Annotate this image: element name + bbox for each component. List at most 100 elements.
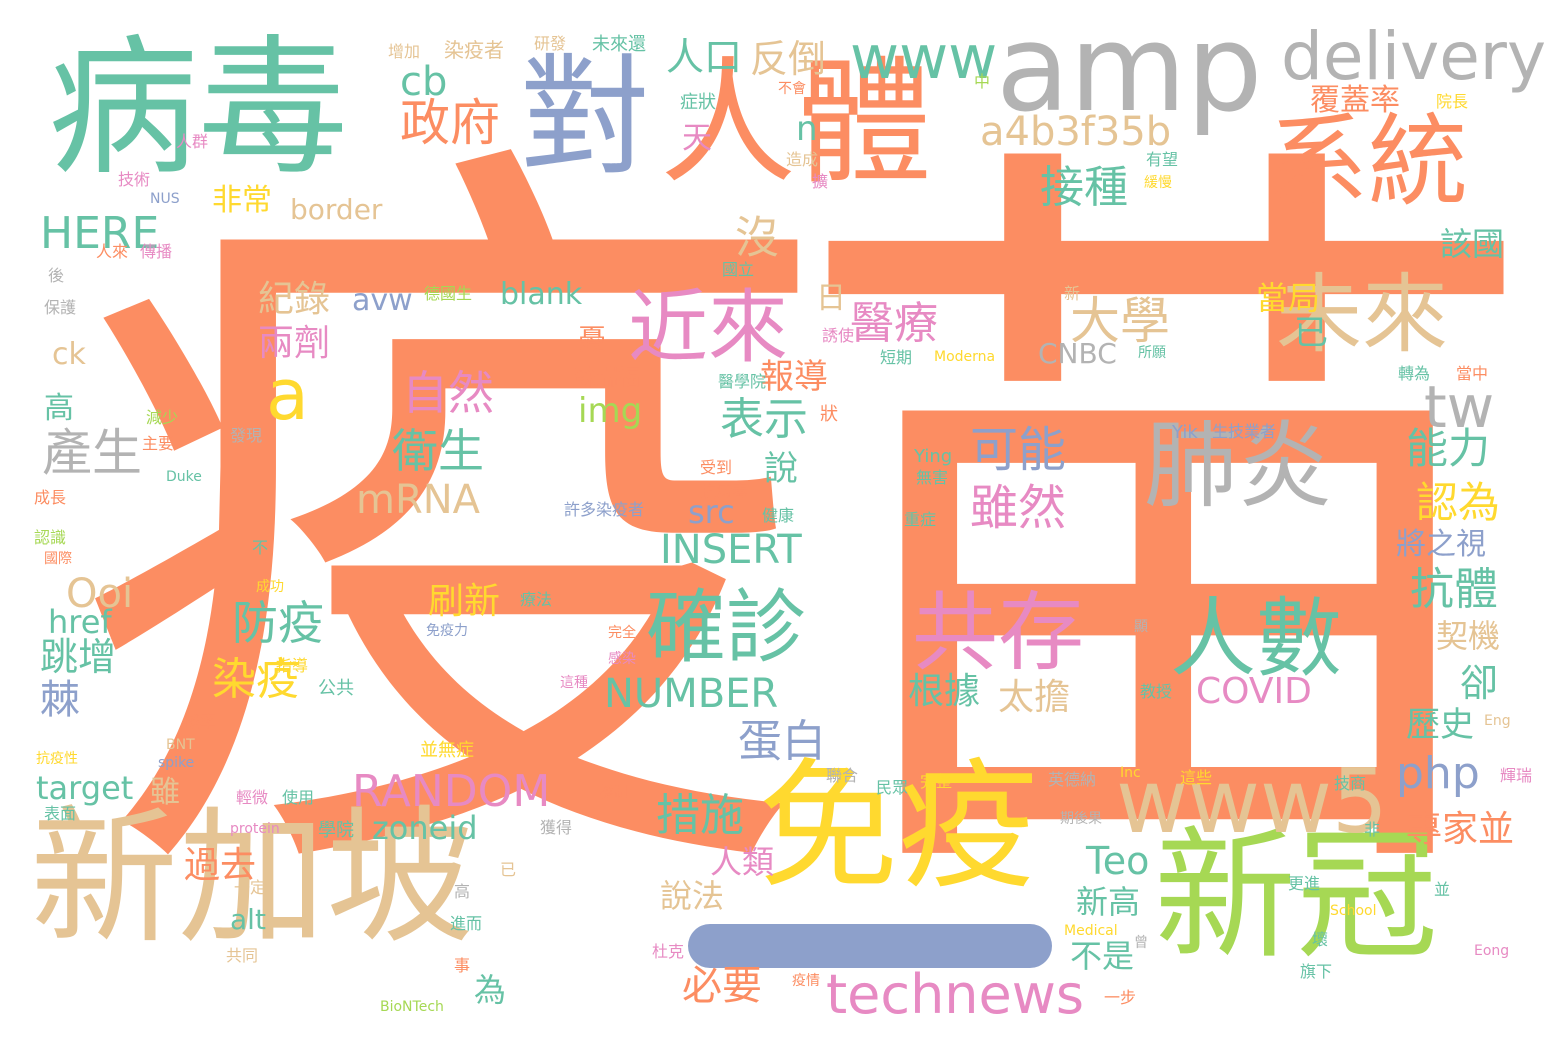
word: 沒 [727,214,778,257]
word: 這些 [1180,768,1213,787]
word: 為 [474,971,507,1009]
word: 主要 [142,434,175,453]
word: BioNTech [380,999,444,1015]
word: 許多染疫者 [564,500,645,519]
word: 症狀 [680,92,716,113]
word: 曾 [1134,935,1148,951]
word: img [578,391,643,431]
word: 紀錄 [258,279,331,320]
word: 憂 [578,323,607,356]
word: avw [352,283,413,318]
word: 抗體 [1410,564,1498,615]
word: 蛋白 [738,716,826,767]
dash-bar [688,924,1052,968]
word: 壞 [1312,930,1329,949]
word: 苗 [786,88,1546,972]
word: 抗疫性 [36,751,78,767]
word: 共同 [226,946,259,965]
word: 學院 [318,820,354,841]
word: 能力 [1406,424,1491,473]
word: 高 [44,391,74,426]
word: INSERT [660,527,802,573]
word: 所願 [1138,345,1166,361]
word: 發現 [230,426,263,445]
word: Teo [1086,839,1150,883]
word: 國立 [722,260,755,279]
word: 技術 [118,170,151,189]
word: delivery [1280,18,1546,95]
word: 完整 [920,772,953,791]
word: Ying [914,446,953,467]
word: 中 [974,72,991,91]
word: 成功 [256,579,284,595]
word: 該國 [1440,225,1505,263]
word: 這種 [560,675,588,691]
word: 不是 [1070,937,1135,975]
word: 機率 [184,712,217,731]
word: 醫療 [850,298,938,349]
word: 公共 [318,678,354,699]
word: amp [996,0,1263,139]
word: 近來 [628,281,788,374]
word: 受到 [700,458,733,477]
word: a4b3f35b [980,109,1172,155]
word: 蘇瑞福 [574,366,641,391]
word: 國際 [44,551,72,567]
word: 過去 [184,845,257,886]
word: 使用 [282,788,315,807]
word: 衛生 [392,424,484,478]
word: href [48,603,112,641]
word: 歷史 [1406,705,1474,745]
word: www [850,23,998,93]
word: 生技業者 [1212,422,1277,441]
word: 保護 [44,298,77,317]
word: 人數 [1170,589,1342,689]
word: spike [158,755,195,771]
word: 不 [252,538,269,557]
word: 並 [1434,880,1451,899]
word: 表示 [720,394,808,445]
word: Yik [1172,422,1198,443]
word: 短期 [880,348,913,367]
word: 政府 [400,94,500,152]
word: 當中 [1456,364,1489,383]
word: 防疫 [232,596,324,650]
word: 太擔 [998,677,1071,718]
word: 轉為 [1398,364,1431,383]
word: 確診 [646,581,806,674]
word: HERE [40,208,160,259]
word: 表面 [44,804,77,823]
word: blank [500,277,583,312]
word: 根據 [908,671,981,712]
word: 健康 [762,506,795,525]
word: 對 [520,41,651,193]
word: 大學 [1070,292,1170,350]
word: 未來還 [592,34,646,55]
word: 跳增 [40,635,117,679]
word: 說法 [660,877,725,915]
word: 後 [48,266,65,285]
word: 英德納 [1048,770,1097,789]
word: 新冠 [1154,814,1438,979]
word: 期後果 [1060,811,1102,827]
word: 契機 [1436,617,1501,655]
word: 未來 [1276,265,1448,365]
word: Eong [1474,943,1510,959]
word: Ooi [66,571,134,617]
word: php [1396,748,1480,799]
word: 已 [1294,313,1328,353]
word: 天 [682,121,712,156]
word: 指導 [276,656,309,675]
word: 免疫 [758,746,1039,909]
word: 自然 [402,366,494,420]
word: NUS [150,191,180,207]
word: 已 [500,860,517,879]
word: CNBC [1038,337,1117,370]
word: 將之視 [1396,527,1486,562]
word: 疫 [70,88,830,972]
word: n [796,109,818,149]
word: 刷新 [428,581,501,622]
word: NUMBER [604,671,779,717]
word: 非 [1364,820,1381,839]
word: 進而 [450,914,483,933]
